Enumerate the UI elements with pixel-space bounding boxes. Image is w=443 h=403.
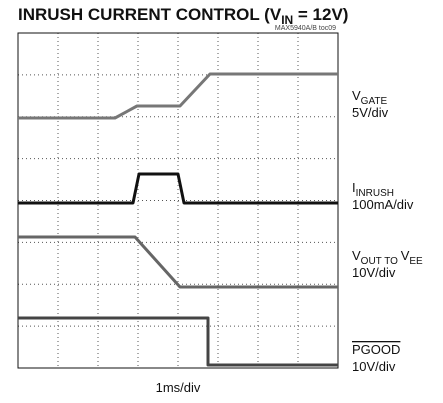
trace-iinrush (18, 172, 338, 205)
trace-label: VOUT TO VEE (352, 248, 423, 267)
label-part: I (352, 180, 356, 195)
trace-vgate (18, 72, 338, 120)
trace-label: VGATE (352, 88, 387, 107)
trace-scale: 5V/div (352, 105, 389, 120)
label-part: INRUSH (356, 188, 394, 199)
trace-label: IINRUSH (352, 180, 394, 199)
trace-scale: 10V/div (352, 359, 396, 374)
label-part: GATE (361, 96, 388, 107)
trace-pgood (18, 316, 338, 367)
label-part: PGOOD (352, 342, 400, 357)
title-tail: = 12V) (293, 5, 348, 24)
title: INRUSH CURRENT CONTROL (VIN = 12V) (18, 5, 348, 27)
figure-id: MAX5940A/B toc09 (275, 25, 336, 32)
trace-label: PGOOD (352, 342, 400, 357)
frame (17, 32, 339, 369)
title-main: INRUSH CURRENT CONTROL (V (18, 5, 282, 24)
time-scale: 1ms/div (156, 380, 201, 395)
trace-scale: 10V/div (352, 265, 396, 280)
label-part: OUT TO (361, 256, 401, 267)
label-part: V (401, 248, 410, 263)
title-sub: IN (281, 13, 293, 27)
label-part: EE (409, 256, 423, 267)
trace-scale: 100mA/div (352, 197, 414, 212)
label-part: V (352, 248, 361, 263)
trace-vout (18, 235, 338, 289)
label-part: V (352, 88, 361, 103)
